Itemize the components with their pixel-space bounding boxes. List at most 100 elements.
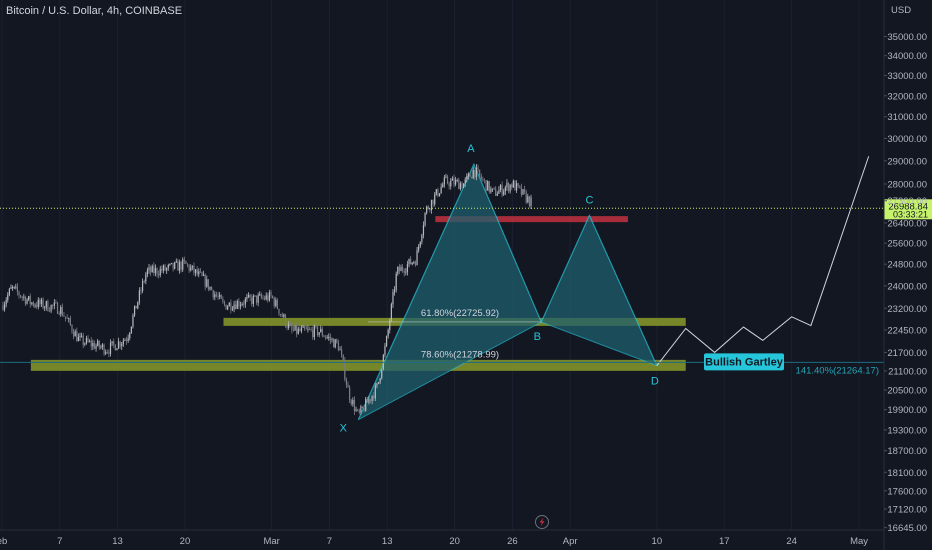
candle-body — [368, 399, 370, 403]
candle-body — [150, 267, 152, 273]
candle — [259, 291, 261, 297]
candle — [63, 312, 65, 318]
candle — [243, 300, 245, 308]
candle-body — [403, 270, 405, 273]
candle — [246, 293, 248, 303]
price-tick-label: 32000.00 — [887, 91, 927, 102]
candle-body — [350, 400, 352, 405]
candle-body — [323, 335, 325, 337]
candle-body — [39, 299, 41, 305]
candle-body — [8, 288, 10, 295]
pattern-name-label: Bullish Gartley — [705, 356, 784, 368]
candle-body — [77, 337, 79, 342]
candle — [491, 188, 494, 192]
fib-label-786: 78.60%(21278.99) — [421, 349, 499, 360]
candle-body — [121, 343, 123, 347]
time-tick-label: 7 — [57, 536, 62, 547]
candle — [443, 174, 445, 188]
candle — [461, 181, 463, 189]
candle-body — [98, 340, 100, 348]
candle-body — [243, 303, 245, 305]
candle-body — [467, 173, 470, 177]
candle — [231, 306, 234, 312]
candle-body — [498, 189, 500, 194]
candle — [475, 164, 478, 181]
candle-body — [316, 326, 319, 336]
candle-body — [352, 399, 354, 405]
candle-body — [145, 274, 147, 282]
candle — [217, 292, 219, 300]
candle — [15, 283, 17, 290]
candle-body — [111, 341, 113, 343]
candle-body — [20, 295, 22, 298]
candle — [55, 299, 57, 304]
price-tick-label: 23200.00 — [887, 304, 927, 315]
candle — [257, 292, 259, 307]
candle — [368, 396, 370, 405]
candle-body — [334, 339, 336, 348]
candle — [153, 262, 155, 276]
candle-body — [324, 336, 327, 338]
candle — [87, 335, 89, 344]
candle-body — [342, 354, 344, 361]
candle-body — [363, 407, 365, 412]
candle — [223, 300, 226, 307]
candle — [331, 337, 333, 343]
candle — [101, 343, 104, 350]
projection-line — [656, 156, 870, 366]
candle — [414, 260, 417, 267]
candle-body — [483, 179, 486, 181]
candle — [297, 326, 299, 335]
candle-body — [349, 387, 351, 401]
candle-body — [101, 344, 104, 347]
candle-body — [10, 287, 12, 289]
candle-body — [471, 177, 473, 179]
price-tick-label: 18700.00 — [887, 446, 927, 457]
candle-body — [519, 185, 521, 187]
candle — [44, 305, 46, 312]
candle-body — [79, 336, 81, 338]
candle-body — [255, 295, 258, 303]
candle-body — [462, 183, 465, 188]
candle-body — [50, 304, 52, 312]
candle — [504, 185, 506, 196]
candle — [130, 326, 132, 334]
candle — [105, 349, 107, 355]
candle — [493, 186, 495, 190]
candle — [355, 406, 357, 412]
candle — [395, 271, 397, 293]
candle — [32, 301, 35, 308]
candle-body — [389, 320, 391, 330]
candle-body — [2, 305, 4, 310]
candle — [280, 313, 282, 317]
candle — [170, 262, 173, 265]
candle-body — [509, 184, 511, 192]
candle-body — [36, 305, 38, 307]
candle-body — [302, 326, 304, 328]
candle-body — [193, 265, 195, 273]
candle-body — [480, 175, 482, 180]
candle — [270, 289, 272, 299]
candle — [389, 318, 391, 334]
candle — [381, 368, 383, 380]
candle — [72, 328, 75, 340]
candle — [527, 193, 529, 204]
pattern-point-b: B — [534, 331, 541, 343]
candle — [273, 296, 275, 309]
candle-body — [448, 183, 450, 187]
candle-body — [392, 291, 394, 305]
candle-body — [503, 191, 505, 195]
candle — [422, 221, 425, 239]
candle — [318, 332, 320, 338]
candle — [514, 179, 516, 191]
candle — [239, 301, 242, 310]
candle-body — [199, 271, 201, 273]
candle — [201, 271, 203, 277]
candle-body — [339, 349, 341, 351]
candle — [93, 340, 96, 350]
candle — [124, 338, 126, 341]
candle-body — [446, 176, 449, 184]
candle — [186, 262, 189, 268]
